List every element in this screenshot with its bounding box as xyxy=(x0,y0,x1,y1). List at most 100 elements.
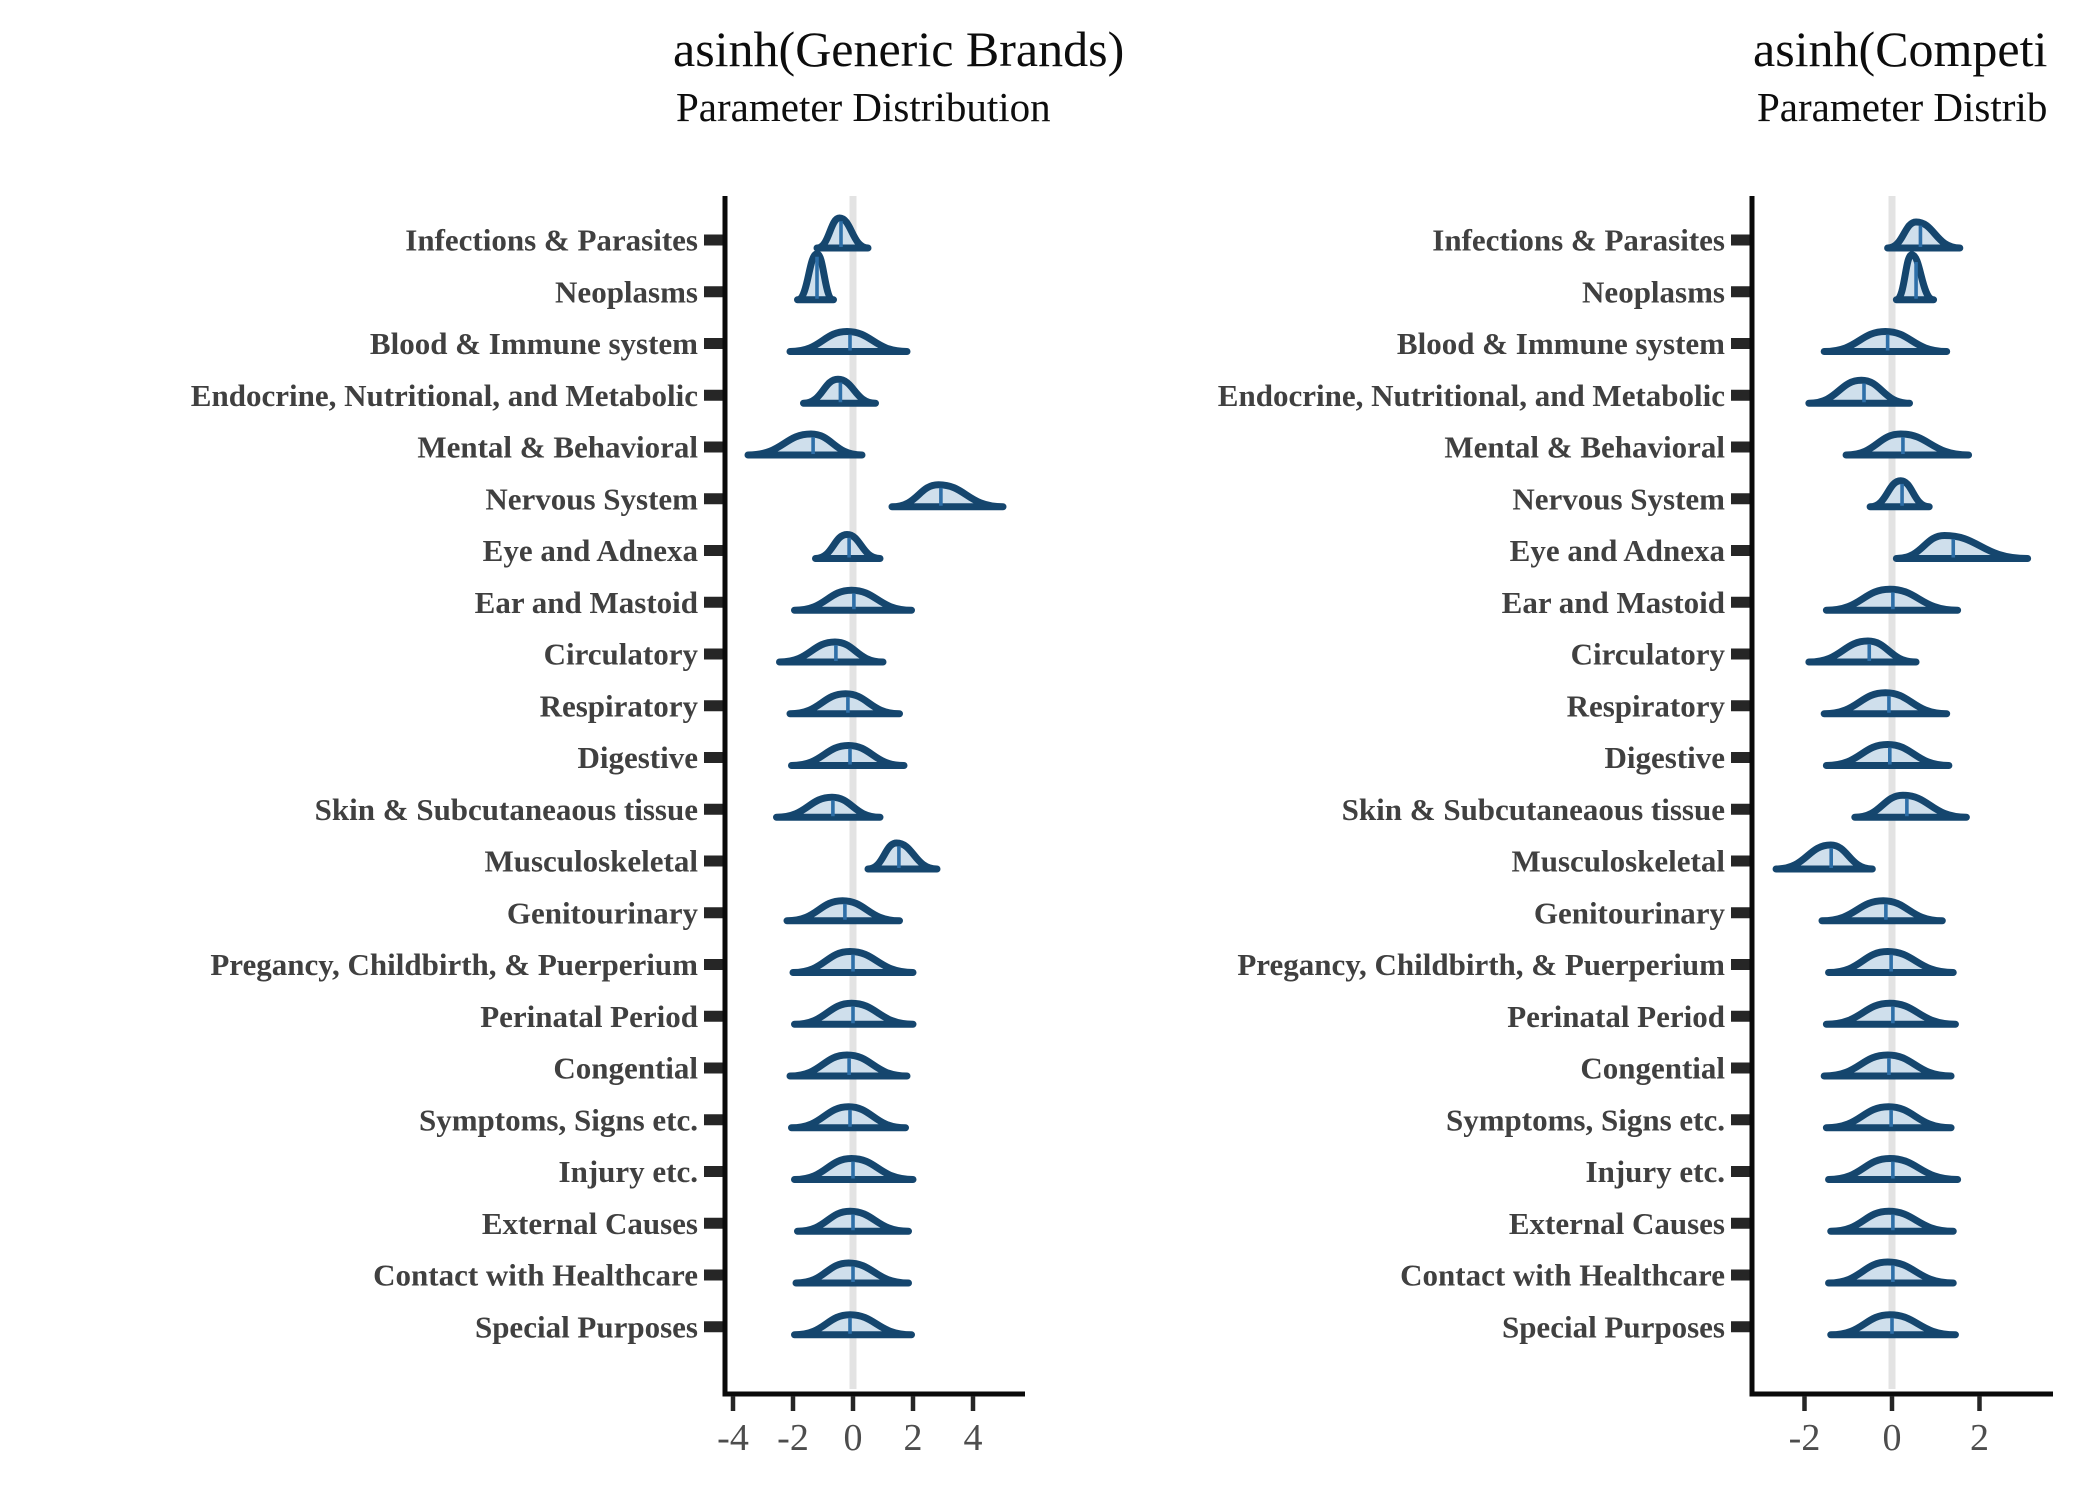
density-circulatory xyxy=(1805,637,1920,666)
category-label-external-causes: External Causes xyxy=(1509,1206,1725,1241)
density-skin-subcutaneaous-tissue xyxy=(1851,791,1970,821)
y-tick-injury-etc xyxy=(1731,1166,1750,1177)
y-tick-eye-and-adnexa xyxy=(1731,545,1750,556)
panel-title-competitor-brands: asinh(Competi xyxy=(1753,21,2047,77)
y-tick-ear-and-mastoid xyxy=(1731,596,1750,608)
y-tick-endocrine-nutritional-and-metabolic xyxy=(1731,389,1750,401)
category-label-neoplasms: Neoplasms xyxy=(1582,274,1725,309)
category-label-circulatory: Circulatory xyxy=(544,637,699,672)
density-respiratory xyxy=(1820,689,1951,718)
panel-title-generic-brands: asinh(Generic Brands) xyxy=(673,21,1124,77)
category-label-digestive: Digestive xyxy=(1604,740,1725,775)
category-label-endocrine-nutritional-and-metabolic: Endocrine, Nutritional, and Metabolic xyxy=(1218,378,1725,413)
y-tick-pregancy-childbirth-puerperium xyxy=(704,959,723,970)
y-tick-infections-parasites xyxy=(704,234,723,246)
category-label-nervous-system: Nervous System xyxy=(485,481,698,516)
density-musculoskeletal xyxy=(1772,841,1876,873)
density-musculoskeletal xyxy=(864,839,941,873)
density-endocrine-nutritional-and-metabolic xyxy=(1805,376,1913,407)
density-digestive xyxy=(788,742,908,769)
x-tick-label-4: 4 xyxy=(964,1417,983,1459)
y-tick-circulatory xyxy=(1731,648,1750,660)
x-tick-label-0: 0 xyxy=(1883,1417,1902,1459)
category-label-blood-immune-system: Blood & Immune system xyxy=(370,326,698,361)
y-tick-pregancy-childbirth-puerperium xyxy=(1731,959,1750,970)
y-tick-genitourinary xyxy=(704,907,723,919)
y-tick-ear-and-mastoid xyxy=(704,596,723,608)
y-tick-musculoskeletal xyxy=(704,855,723,867)
y-tick-external-causes xyxy=(1731,1217,1750,1229)
category-label-special-purposes: Special Purposes xyxy=(475,1309,698,1344)
y-tick-respiratory xyxy=(704,700,723,712)
density-circulatory xyxy=(776,638,887,666)
density-genitourinary xyxy=(1818,897,1946,925)
x-tick-label-2: 2 xyxy=(904,1417,923,1459)
y-tick-blood-immune-system xyxy=(704,338,723,349)
y-tick-circulatory xyxy=(704,648,723,660)
category-label-symptoms-signs-etc: Symptoms, Signs etc. xyxy=(419,1102,698,1137)
category-label-musculoskeletal: Musculoskeletal xyxy=(1511,844,1725,879)
y-tick-neoplasms xyxy=(1731,286,1750,298)
category-label-perinatal-period: Perinatal Period xyxy=(480,999,698,1034)
category-label-mental-behavioral: Mental & Behavioral xyxy=(417,430,698,465)
y-tick-contact-with-healthcare xyxy=(704,1269,723,1281)
y-tick-neoplasms xyxy=(704,286,723,298)
category-label-special-purposes: Special Purposes xyxy=(1502,1309,1725,1344)
category-label-mental-behavioral: Mental & Behavioral xyxy=(1444,430,1725,465)
category-label-genitourinary: Genitourinary xyxy=(1534,895,1726,930)
y-tick-digestive xyxy=(704,752,723,763)
category-label-neoplasms: Neoplasms xyxy=(555,274,698,309)
category-label-pregancy-childbirth-puerperium: Pregancy, Childbirth, & Puerperium xyxy=(1237,947,1725,982)
x-tick-label--4: -4 xyxy=(717,1417,749,1459)
y-tick-nervous-system xyxy=(704,493,723,505)
category-label-eye-and-adnexa: Eye and Adnexa xyxy=(1510,533,1726,568)
category-label-symptoms-signs-etc: Symptoms, Signs etc. xyxy=(1446,1102,1725,1137)
category-label-digestive: Digestive xyxy=(577,740,698,775)
y-tick-congential xyxy=(1731,1062,1750,1074)
density-skin-subcutaneaous-tissue xyxy=(773,793,884,821)
y-tick-respiratory xyxy=(1731,700,1750,712)
category-label-perinatal-period: Perinatal Period xyxy=(1507,999,1725,1034)
density-blood-immune-system xyxy=(1820,328,1951,355)
category-label-blood-immune-system: Blood & Immune system xyxy=(1397,326,1725,361)
y-tick-external-causes xyxy=(704,1217,723,1229)
density-nervous-system xyxy=(1866,477,1933,511)
y-tick-perinatal-period xyxy=(704,1010,723,1022)
category-label-infections-parasites: Infections & Parasites xyxy=(405,223,698,258)
density-perinatal-period xyxy=(1822,999,1959,1028)
y-tick-infections-parasites xyxy=(1731,234,1750,246)
category-label-endocrine-nutritional-and-metabolic: Endocrine, Nutritional, and Metabolic xyxy=(191,378,698,413)
y-tick-congential xyxy=(704,1062,723,1074)
density-contact-with-healthcare xyxy=(1825,1258,1957,1287)
x-tick-label-2: 2 xyxy=(1970,1417,1989,1459)
y-tick-perinatal-period xyxy=(1731,1010,1750,1022)
density-infections-parasites xyxy=(1884,218,1964,252)
category-label-skin-subcutaneaous-tissue: Skin & Subcutaneaous tissue xyxy=(1342,792,1725,827)
y-tick-genitourinary xyxy=(1731,907,1750,919)
y-tick-mental-behavioral xyxy=(704,441,723,453)
category-label-respiratory: Respiratory xyxy=(1567,688,1726,723)
x-tick-label--2: -2 xyxy=(777,1417,809,1459)
category-label-external-causes: External Causes xyxy=(482,1206,698,1241)
category-label-injury-etc: Injury etc. xyxy=(559,1154,698,1189)
category-label-skin-subcutaneaous-tissue: Skin & Subcutaneaous tissue xyxy=(315,792,698,827)
category-label-injury-etc: Injury etc. xyxy=(1586,1154,1725,1189)
category-label-ear-and-mastoid: Ear and Mastoid xyxy=(1502,585,1725,620)
x-tick-label--2: -2 xyxy=(1789,1417,1821,1459)
category-label-genitourinary: Genitourinary xyxy=(507,895,699,930)
category-label-nervous-system: Nervous System xyxy=(1512,481,1725,516)
density-mental-behavioral xyxy=(744,430,866,459)
density-nervous-system xyxy=(888,481,1007,511)
category-label-respiratory: Respiratory xyxy=(540,688,699,723)
category-label-contact-with-healthcare: Contact with Healthcare xyxy=(1400,1258,1725,1293)
x-tick-label-0: 0 xyxy=(844,1417,863,1459)
panel-subtitle-generic-brands: Parameter Distribution xyxy=(676,84,1051,130)
density-symptoms-signs-etc xyxy=(1822,1103,1955,1132)
y-tick-injury-etc xyxy=(704,1166,723,1177)
density-special-purposes xyxy=(791,1311,915,1339)
density-digestive xyxy=(1822,741,1953,769)
category-label-eye-and-adnexa: Eye and Adnexa xyxy=(483,533,699,568)
